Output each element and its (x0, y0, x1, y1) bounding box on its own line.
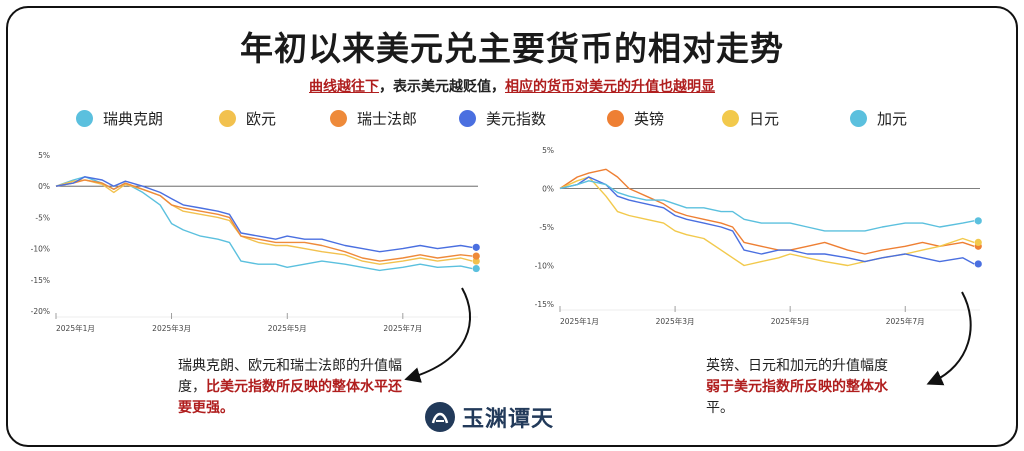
legend-item-sek: 瑞典克朗 (76, 105, 163, 131)
series-end-point (472, 243, 480, 251)
logo-mark-icon (425, 402, 455, 432)
chart-right: 5% 0% -5% -10% -15% 2025年1月 2025年3月 2025年5月 2025… (535, 146, 982, 326)
x-tick-label: 2025年5月 (268, 323, 307, 333)
logo-text: 玉渊谭天 (462, 406, 555, 432)
y-tick-label: -20% (31, 307, 50, 316)
legend-label: 日元 (749, 109, 780, 128)
series-end-point (472, 252, 480, 260)
x-tick-label: 2025年7月 (886, 316, 925, 326)
y-tick-label: -5% (35, 213, 50, 222)
right-annotation: 英镑、日元和加元的升值幅度 弱于美元指数所反映的整体水 平。 (706, 356, 930, 419)
series-line (559, 168, 975, 255)
legend-dot-icon (850, 109, 867, 127)
y-tick-label: 5% (542, 146, 554, 155)
series-end-point (974, 238, 982, 246)
series-end-point (472, 264, 480, 273)
x-tick-label: 2025年7月 (383, 323, 422, 333)
left-arrow (404, 287, 471, 383)
legend-label: 瑞典克朗 (103, 109, 164, 128)
subtitle-emphasis-2: 相应的货币对美元的升值也越明显 (505, 79, 715, 95)
legend-item-dxy: 美元指数 (459, 105, 546, 131)
legend-item-chf: 瑞士法郎 (330, 105, 417, 131)
page-title: 年初以来美元兑主要货币的相对走势 (240, 29, 784, 68)
y-tick-label: -10% (535, 262, 554, 271)
legend-item-eur: 欧元 (219, 105, 276, 131)
y-tick-label: -15% (535, 300, 554, 309)
x-tick-label: 2025年5月 (771, 316, 810, 326)
left-annotation-plain: 瑞典克朗、欧元和瑞士法郎的升值幅度， (178, 358, 402, 395)
chart-left: 5% 0% -5% -10% -15% -20% 2025年1月 2025年3月 2025年5月… (31, 151, 480, 333)
series-end-point (974, 260, 982, 268)
subtitle-emphasis-1: 曲线越往下 (309, 79, 379, 95)
legend-dot-icon (722, 109, 739, 127)
legend: 瑞典克朗 欧元 瑞士法郎 美元指数 英镑 日元 加元 (76, 105, 976, 131)
y-tick-label: 0% (542, 185, 554, 194)
legend-label: 欧元 (246, 109, 277, 128)
series-line (55, 179, 473, 262)
x-tick-label: 2025年1月 (56, 323, 95, 333)
legend-item-jpy: 日元 (722, 105, 779, 131)
right-annotation-tail: 平。 (706, 400, 734, 416)
subtitle: 曲线越往下，表示美元越贬值，相应的货币对美元的升值也越明显 (0, 76, 1024, 96)
brand-logo: 玉渊谭天 (424, 398, 574, 436)
right-annotation-emphasis: 弱于美元指数所反映的整体水 (706, 379, 888, 395)
series-line (559, 176, 975, 265)
legend-item-gbp: 英镑 (607, 105, 664, 131)
legend-dot-icon (607, 109, 624, 127)
legend-dot-icon (330, 109, 347, 127)
left-annotation: 瑞典克朗、欧元和瑞士法郎的升值幅度，比美元指数所反映的整体水平还要更强。 (178, 356, 410, 419)
series-line (55, 176, 473, 253)
y-tick-label: -15% (31, 276, 50, 285)
subtitle-middle: ，表示美元越贬值， (379, 79, 505, 95)
y-tick-label: 0% (38, 182, 50, 191)
series-line (559, 180, 975, 232)
left-annotation-emphasis: 比美元指数所反映的整体水平还要更强。 (178, 379, 402, 416)
x-tick-label: 2025年3月 (152, 323, 191, 333)
card-frame (6, 6, 1018, 447)
y-tick-label: -10% (31, 245, 50, 254)
x-tick-label: 2025年1月 (560, 316, 599, 326)
legend-dot-icon (219, 109, 236, 127)
legend-label: 瑞士法郎 (357, 109, 418, 128)
x-tick-label: 2025年3月 (656, 316, 695, 326)
legend-item-cad: 加元 (850, 105, 907, 131)
legend-dot-icon (76, 109, 93, 127)
legend-label: 英镑 (634, 109, 665, 128)
right-arrow (926, 291, 972, 386)
right-annotation-plain: 英镑、日元和加元的升值幅度 (706, 358, 888, 374)
y-tick-label: -5% (539, 223, 554, 232)
series-end-point (974, 217, 982, 225)
series-end-point (472, 257, 480, 265)
legend-label: 加元 (877, 109, 908, 128)
legend-label: 美元指数 (486, 109, 547, 128)
legend-dot-icon (459, 109, 476, 127)
y-tick-label: 5% (38, 151, 50, 160)
